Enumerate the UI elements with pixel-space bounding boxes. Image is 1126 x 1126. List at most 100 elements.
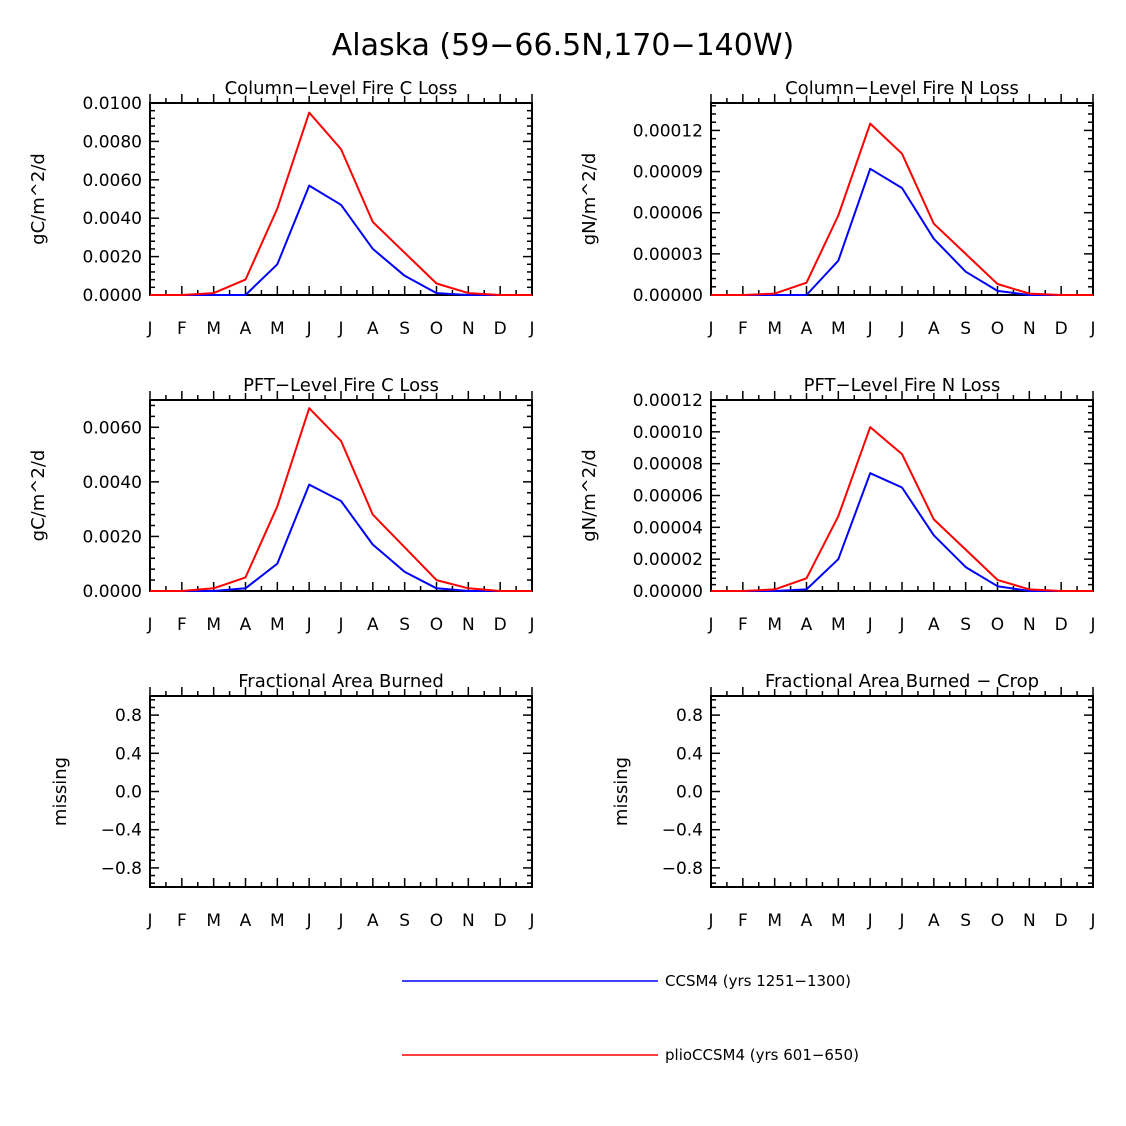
- x-tick-label: S: [960, 615, 971, 635]
- y-tick-label: 0.0000: [83, 286, 142, 306]
- x-tick-label: J: [707, 615, 713, 635]
- x-tick-label: J: [867, 911, 873, 931]
- y-tick-label: 0.8: [115, 706, 142, 726]
- x-tick-label: O: [991, 319, 1004, 339]
- y-tick-label: −0.4: [101, 821, 142, 841]
- x-tick-label: J: [1089, 319, 1095, 339]
- x-tick-label: A: [928, 615, 940, 635]
- x-tick-label: D: [494, 615, 507, 635]
- x-tick-label: A: [367, 319, 379, 339]
- x-tick-label: N: [462, 319, 475, 339]
- y-tick-label: 0.0020: [83, 527, 142, 547]
- x-tick-label: N: [1023, 615, 1036, 635]
- x-tick-label: M: [767, 615, 782, 635]
- x-tick-label: J: [707, 319, 713, 339]
- y-tick-label: −0.8: [662, 859, 703, 879]
- x-tick-label: F: [738, 911, 748, 931]
- x-tick-label: J: [528, 319, 534, 339]
- x-tick-label: J: [898, 615, 904, 635]
- x-tick-label: J: [867, 319, 873, 339]
- y-tick-label: 0.0100: [83, 94, 142, 114]
- x-tick-label: J: [898, 911, 904, 931]
- legend: CCSM4 (yrs 1251−1300) plioCCSM4 (yrs 601−…: [402, 972, 859, 1064]
- x-tick-label: A: [240, 319, 252, 339]
- series-line-plioccsm4: [150, 407, 532, 592]
- x-tick-label: A: [240, 911, 252, 931]
- x-tick-label: M: [831, 615, 846, 635]
- y-axis-label: gN/m^2/d: [579, 153, 600, 246]
- x-tick-label: S: [399, 615, 410, 635]
- y-tick-label: 0.0: [115, 783, 142, 803]
- x-tick-label: F: [738, 319, 748, 339]
- x-tick-label: M: [767, 911, 782, 931]
- series-line-ccsm4: [711, 472, 1093, 592]
- x-tick-label: J: [146, 615, 152, 635]
- x-tick-label: F: [177, 319, 187, 339]
- x-tick-label: D: [1055, 615, 1068, 635]
- x-tick-label: J: [337, 319, 343, 339]
- y-tick-label: 0.00012: [633, 391, 703, 411]
- x-tick-label: J: [1089, 911, 1095, 931]
- x-tick-label: S: [399, 319, 410, 339]
- x-tick-label: J: [146, 319, 152, 339]
- x-tick-label: M: [206, 615, 221, 635]
- x-tick-label: J: [1089, 615, 1095, 635]
- panel-area-burned: J F M A M J J A S O N D J−0.8−0.40.00.40.8missingFra…: [50, 669, 535, 931]
- y-tick-label: 0.00006: [633, 204, 703, 224]
- x-tick-label: A: [928, 319, 940, 339]
- x-tick-label: J: [146, 911, 152, 931]
- x-tick-label: J: [528, 615, 534, 635]
- x-tick-label: O: [430, 319, 443, 339]
- x-tick-label: O: [991, 615, 1004, 635]
- y-tick-label: 0.00004: [633, 518, 703, 538]
- x-tick-label: A: [801, 319, 813, 339]
- series-line-plioccsm4: [150, 111, 532, 296]
- y-tick-label: 0.00002: [633, 550, 703, 570]
- x-tick-label: M: [767, 319, 782, 339]
- y-axis-label: gC/m^2/d: [28, 450, 49, 542]
- series-line-plioccsm4: [711, 426, 1093, 592]
- y-axis-label: gC/m^2/d: [28, 153, 49, 245]
- legend-label: plioCCSM4 (yrs 601−650): [665, 1046, 859, 1064]
- x-tick-label: J: [707, 911, 713, 931]
- x-tick-label: M: [270, 615, 285, 635]
- x-tick-label: N: [1023, 911, 1036, 931]
- x-tick-label: J: [337, 911, 343, 931]
- y-tick-label: 0.00012: [633, 121, 703, 141]
- figure-title: Alaska (59−66.5N,170−140W): [332, 28, 794, 63]
- y-tick-label: 0.0: [676, 783, 703, 803]
- panels: J F M A M J J A S O N D J0.00000.00200.00400.00600.0…: [28, 76, 1096, 931]
- panel-pft-c-loss: J F M A M J J A S O N D J0.00000.00200.00400.0060gC/…: [28, 373, 535, 635]
- panel-column-n-loss: J F M A M J J A S O N D J0.000000.000030.000060.0000…: [579, 76, 1096, 339]
- y-tick-label: 0.00000: [633, 582, 703, 602]
- y-tick-label: 0.0080: [83, 132, 142, 152]
- y-tick-label: 0.4: [676, 744, 703, 764]
- x-tick-label: M: [270, 319, 285, 339]
- panel-pft-n-loss: J F M A M J J A S O N D J0.000000.000020.000040.0000…: [579, 373, 1096, 635]
- x-tick-label: A: [240, 615, 252, 635]
- panel-title: Fractional Area Burned − Crop: [765, 671, 1039, 692]
- x-tick-label: M: [831, 319, 846, 339]
- y-tick-label: 0.00010: [633, 423, 703, 443]
- y-tick-label: 0.0020: [83, 248, 142, 268]
- y-tick-label: 0.00009: [633, 163, 703, 183]
- x-tick-label: J: [337, 615, 343, 635]
- y-tick-label: 0.0000: [83, 582, 142, 602]
- y-tick-label: 0.0060: [83, 418, 142, 438]
- series-line-ccsm4: [150, 184, 532, 296]
- x-tick-label: A: [928, 911, 940, 931]
- x-tick-label: J: [306, 615, 312, 635]
- x-tick-label: J: [898, 319, 904, 339]
- y-tick-label: 0.8: [676, 706, 703, 726]
- x-tick-label: D: [1055, 911, 1068, 931]
- x-tick-label: N: [462, 615, 475, 635]
- y-axis-label: missing: [50, 757, 71, 826]
- panel-title: Fractional Area Burned: [238, 671, 444, 692]
- x-tick-label: S: [399, 911, 410, 931]
- panel-column-c-loss: J F M A M J J A S O N D J0.00000.00200.00400.00600.0…: [28, 76, 535, 339]
- series-line-ccsm4: [711, 167, 1093, 296]
- x-tick-label: N: [1023, 319, 1036, 339]
- x-tick-label: A: [367, 911, 379, 931]
